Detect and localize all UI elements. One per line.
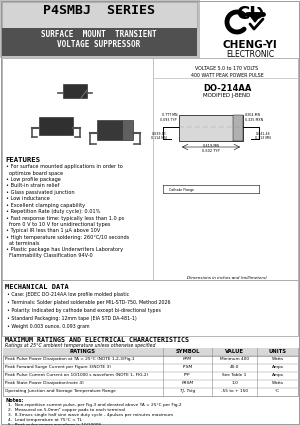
Text: 1.  Non-repetitive current pulse, per Fig.3 and derated above TA = 25°C per Fig.: 1. Non-repetitive current pulse, per Fig… [8,403,181,407]
Text: Notes:: Notes: [5,398,23,403]
Text: CƲ: CƲ [236,5,264,23]
Text: from 0 V to 10 V for unidirectional types: from 0 V to 10 V for unidirectional type… [9,222,110,227]
Text: Dimensions in inches and (millimeters): Dimensions in inches and (millimeters) [187,276,267,280]
Text: CHENG-YI: CHENG-YI [223,40,278,50]
Text: VOLTAGE SUPPRESSOR: VOLTAGE SUPPRESSOR [57,40,141,49]
Text: RATINGS: RATINGS [70,349,96,354]
Text: • Fast response time: typically less than 1.0 ps: • Fast response time: typically less tha… [6,215,124,221]
Text: 3.  8.3msec single half sine wave duty cycle - 4pulses per minutes maximum: 3. 8.3msec single half sine wave duty cy… [8,413,173,417]
Text: IFSM: IFSM [182,365,193,369]
Polygon shape [249,14,261,22]
Text: Flammability Classification 94V-0: Flammability Classification 94V-0 [9,253,93,258]
Bar [2,28,197,56]
Text: • Low inductance: • Low inductance [6,196,50,201]
Text: Watts: Watts [272,357,284,361]
Bar [200,0,300,58]
Text: • High temperature soldering: 260°C/10 seconds: • High temperature soldering: 260°C/10 s… [6,235,129,240]
Text: • For surface mounted applications in order to: • For surface mounted applications in or… [6,164,123,169]
Bar [2,58,298,280]
Text: • Typical IR less than 1 μA above 10V: • Typical IR less than 1 μA above 10V [6,228,100,233]
Bar [39,117,73,135]
Text: 2.  Measured on 5.0mm² copper pads to each terminal: 2. Measured on 5.0mm² copper pads to eac… [8,408,125,412]
Text: Cathode Flange: Cathode Flange [169,188,194,192]
Text: 0.419-MN
0.602 TYP: 0.419-MN 0.602 TYP [202,144,220,153]
Text: MAXIMUM RATINGS AND ELECTRICAL CHARACTERISTICS: MAXIMUM RATINGS AND ELECTRICAL CHARACTER… [5,337,189,343]
Text: Peak Forward Surge Current per Figure 3(NOTE 3): Peak Forward Surge Current per Figure 3(… [5,365,111,369]
Text: • Case: JEDEC DO-214AA low profile molded plastic: • Case: JEDEC DO-214AA low profile molde… [7,292,129,297]
Text: °C: °C [275,389,280,393]
Text: • Weight 0.003 ounce, 0.093 gram: • Weight 0.003 ounce, 0.093 gram [7,324,90,329]
Text: 4.  Lead temperature at 75°C < TL: 4. Lead temperature at 75°C < TL [8,418,82,422]
Text: Ratings at 25°C ambient temperature unless otherwise specified: Ratings at 25°C ambient temperature unle… [5,343,155,348]
Bar [3,348,298,356]
Text: SURFACE  MOUNT  TRANSIENT: SURFACE MOUNT TRANSIENT [41,30,157,39]
Text: • Built-in strain relief: • Built-in strain relief [6,183,59,188]
Text: 0.TTT MN
0.093 TYP: 0.TTT MN 0.093 TYP [160,113,177,122]
Text: PPM: PPM [183,357,192,361]
Text: • Glass passivated junction: • Glass passivated junction [6,190,75,195]
Text: Minimum 400: Minimum 400 [220,357,249,361]
Text: • Polarity: Indicated by cathode band except bi-directional types: • Polarity: Indicated by cathode band ex… [7,308,161,313]
Text: • Excellent clamping capability: • Excellent clamping capability [6,202,85,207]
Text: See Table 1: See Table 1 [222,373,247,377]
Text: 0.304-MN
0.325 MXN: 0.304-MN 0.325 MXN [245,113,263,122]
Text: VOLTAGE 5.0 to 170 VOLTS
400 WATT PEAK POWER PULSE: VOLTAGE 5.0 to 170 VOLTS 400 WATT PEAK P… [190,66,263,78]
Bar [123,120,133,140]
Text: VALUE: VALUE [225,349,244,354]
Text: • Low profile package: • Low profile package [6,176,61,181]
Text: TJ, Tstg: TJ, Tstg [180,389,195,393]
Text: • Standard Packaging: 12mm tape (EIA STD DA-481-1): • Standard Packaging: 12mm tape (EIA STD… [7,316,137,321]
Text: MECHANICAL DATA: MECHANICAL DATA [5,284,69,290]
Text: PRSM: PRSM [182,381,194,385]
Text: 0.039-13
0.114 MN: 0.039-13 0.114 MN [151,132,167,140]
Text: MODIFIED J-BEND: MODIFIED J-BEND [203,93,251,98]
Text: Peak State Power Dissipation(note 4): Peak State Power Dissipation(note 4) [5,381,84,385]
Text: SYMBOL: SYMBOL [175,349,200,354]
Text: FEATURES: FEATURES [5,157,40,163]
Text: Amps: Amps [272,373,284,377]
Bar [179,115,243,141]
Text: • Terminals: Solder plated solderable per MIL-STD-750, Method 2026: • Terminals: Solder plated solderable pe… [7,300,170,305]
Bar [2,280,298,336]
Bar [2,2,197,28]
Bar [0,0,300,58]
Bar [3,348,298,396]
Text: IPP: IPP [184,373,191,377]
Text: Amps: Amps [272,365,284,369]
Text: 1.0: 1.0 [231,381,238,385]
Bar [233,115,243,141]
Bar [63,84,87,98]
Text: 0.041-46
0.313 MN: 0.041-46 0.313 MN [255,132,271,140]
Text: Operating Junction and Storage Temperature Range: Operating Junction and Storage Temperatu… [5,389,116,393]
Text: DO-214AA: DO-214AA [203,84,251,93]
Text: Peak Pulse Current Current on 10/1000 s waveform (NOTE 1, FIG.2): Peak Pulse Current Current on 10/1000 s … [5,373,148,377]
Text: 40.0: 40.0 [230,365,239,369]
Text: -55 to + 150: -55 to + 150 [221,389,248,393]
Text: UNITS: UNITS [268,349,286,354]
Text: optimize board space: optimize board space [9,170,63,176]
Text: 5.  Peak pulse power waveform is 10/1000S: 5. Peak pulse power waveform is 10/1000S [8,423,101,425]
Text: Watts: Watts [272,381,284,385]
Text: • Repetition Rate (duty cycle): 0.01%: • Repetition Rate (duty cycle): 0.01% [6,209,100,214]
Bar [97,120,133,140]
Text: at terminals: at terminals [9,241,39,246]
Text: Peak Pulse Power Dissipation at TA = 25°C (NOTE 1,2,3)Fig.1: Peak Pulse Power Dissipation at TA = 25°… [5,357,135,361]
Text: P4SMBJ  SERIES: P4SMBJ SERIES [43,4,155,17]
Text: • Plastic package has Underwriters Laboratory: • Plastic package has Underwriters Labor… [6,247,123,252]
Text: ELECTRONIC: ELECTRONIC [226,50,274,59]
